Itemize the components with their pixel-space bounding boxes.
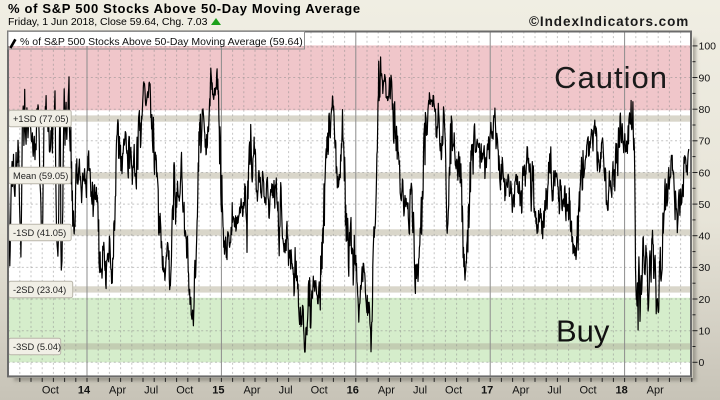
svg-text:Oct: Oct: [176, 385, 193, 397]
svg-text:40: 40: [699, 231, 711, 243]
svg-text:Oct: Oct: [445, 385, 462, 397]
svg-text:15: 15: [212, 385, 224, 397]
svg-text:17: 17: [481, 385, 493, 397]
svg-text:80: 80: [699, 104, 711, 116]
svg-text:Oct: Oct: [579, 385, 596, 397]
svg-text:50: 50: [699, 199, 711, 211]
svg-text:-3SD (5.04): -3SD (5.04): [13, 342, 61, 352]
svg-text:60: 60: [699, 167, 711, 179]
svg-text:Apr: Apr: [109, 385, 126, 397]
svg-text:20: 20: [699, 294, 711, 306]
svg-text:Mean (59.05): Mean (59.05): [13, 171, 68, 181]
svg-text:Apr: Apr: [378, 385, 395, 397]
svg-text:30: 30: [699, 262, 711, 274]
svg-text:Caution: Caution: [554, 60, 668, 95]
svg-text:Jul: Jul: [413, 385, 427, 397]
svg-text:90: 90: [699, 72, 711, 84]
svg-text:+1SD (77.05): +1SD (77.05): [13, 114, 69, 124]
svg-text:-1SD (41.05): -1SD (41.05): [13, 228, 66, 238]
svg-text:-2SD (23.04): -2SD (23.04): [13, 285, 66, 295]
svg-text:Buy: Buy: [556, 314, 610, 349]
svg-text:% of S&P 500 Stocks Above 50-D: % of S&P 500 Stocks Above 50-Day Moving …: [20, 36, 303, 48]
svg-text:Jul: Jul: [144, 385, 158, 397]
svg-text:Oct: Oct: [311, 385, 328, 397]
svg-text:Apr: Apr: [243, 385, 260, 397]
svg-text:Apr: Apr: [647, 385, 664, 397]
svg-text:10: 10: [699, 326, 711, 338]
svg-text:Jul: Jul: [279, 385, 293, 397]
svg-text:Apr: Apr: [512, 385, 529, 397]
svg-text:18: 18: [615, 385, 627, 397]
svg-text:Jul: Jul: [547, 385, 561, 397]
svg-text:0: 0: [699, 357, 705, 369]
svg-text:14: 14: [78, 385, 91, 397]
svg-text:100: 100: [699, 41, 717, 53]
svg-text:70: 70: [699, 136, 711, 148]
svg-text:Oct: Oct: [42, 385, 59, 397]
svg-text:16: 16: [347, 385, 359, 397]
